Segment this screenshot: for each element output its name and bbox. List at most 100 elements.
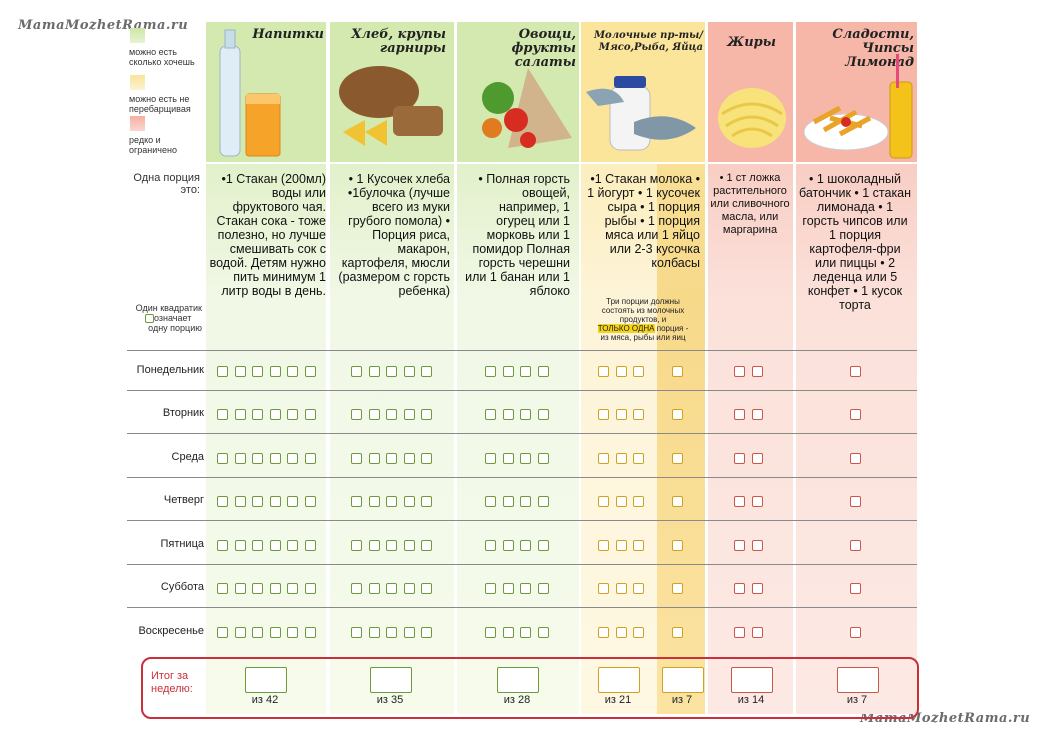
portion-checkbox[interactable] — [751, 453, 763, 464]
portion-checkbox[interactable] — [598, 496, 609, 507]
portion-checkbox[interactable] — [217, 540, 228, 551]
portion-checkbox[interactable] — [304, 627, 316, 638]
portion-checkbox[interactable] — [615, 583, 627, 594]
portion-checkbox[interactable] — [252, 366, 263, 377]
portion-checkbox[interactable] — [351, 366, 362, 377]
portion-checkbox[interactable] — [386, 409, 397, 420]
portion-checkbox[interactable] — [751, 540, 763, 551]
portion-checkbox[interactable] — [537, 496, 549, 507]
portion-checkbox[interactable] — [269, 540, 281, 551]
portion-checkbox[interactable] — [502, 453, 514, 464]
portion-checkbox[interactable] — [217, 583, 228, 594]
portion-checkbox[interactable] — [252, 540, 263, 551]
portion-checkbox[interactable] — [304, 453, 316, 464]
portion-checkbox[interactable] — [217, 409, 228, 420]
portion-checkbox[interactable] — [598, 627, 609, 638]
portion-checkbox[interactable] — [287, 627, 298, 638]
portion-checkbox[interactable] — [598, 540, 609, 551]
portion-checkbox[interactable] — [351, 583, 362, 594]
portion-checkbox[interactable] — [850, 409, 861, 420]
portion-checkbox[interactable] — [633, 366, 644, 377]
portion-checkbox[interactable] — [615, 540, 627, 551]
weekly-total-input[interactable] — [837, 667, 879, 693]
portion-checkbox[interactable] — [386, 540, 397, 551]
portion-checkbox[interactable] — [351, 627, 362, 638]
portion-checkbox[interactable] — [485, 583, 496, 594]
portion-checkbox[interactable] — [403, 627, 415, 638]
portion-checkbox[interactable] — [421, 409, 432, 420]
weekly-total-input[interactable] — [662, 667, 704, 693]
portion-checkbox[interactable] — [850, 540, 861, 551]
portion-checkbox[interactable] — [351, 540, 362, 551]
portion-checkbox[interactable] — [633, 453, 644, 464]
portion-checkbox[interactable] — [751, 409, 763, 420]
portion-checkbox[interactable] — [850, 583, 861, 594]
portion-checkbox[interactable] — [234, 453, 246, 464]
portion-checkbox[interactable] — [520, 453, 531, 464]
portion-checkbox[interactable] — [734, 496, 745, 507]
portion-checkbox[interactable] — [598, 409, 609, 420]
weekly-total-input[interactable] — [245, 667, 287, 693]
portion-checkbox[interactable] — [485, 540, 496, 551]
portion-checkbox[interactable] — [537, 583, 549, 594]
portion-checkbox[interactable] — [734, 409, 745, 420]
meat-portion-checkbox[interactable] — [672, 366, 683, 377]
portion-checkbox[interactable] — [386, 366, 397, 377]
weekly-total-input[interactable] — [731, 667, 773, 693]
portion-checkbox[interactable] — [252, 496, 263, 507]
portion-checkbox[interactable] — [304, 496, 316, 507]
portion-checkbox[interactable] — [615, 409, 627, 420]
portion-checkbox[interactable] — [269, 453, 281, 464]
portion-checkbox[interactable] — [386, 496, 397, 507]
weekly-total-input[interactable] — [598, 667, 640, 693]
portion-checkbox[interactable] — [485, 409, 496, 420]
portion-checkbox[interactable] — [850, 453, 861, 464]
portion-checkbox[interactable] — [368, 409, 380, 420]
portion-checkbox[interactable] — [386, 453, 397, 464]
portion-checkbox[interactable] — [368, 496, 380, 507]
portion-checkbox[interactable] — [502, 627, 514, 638]
portion-checkbox[interactable] — [287, 453, 298, 464]
portion-checkbox[interactable] — [217, 627, 228, 638]
portion-checkbox[interactable] — [269, 583, 281, 594]
portion-checkbox[interactable] — [234, 409, 246, 420]
portion-checkbox[interactable] — [368, 583, 380, 594]
portion-checkbox[interactable] — [520, 496, 531, 507]
portion-checkbox[interactable] — [615, 627, 627, 638]
portion-checkbox[interactable] — [403, 409, 415, 420]
portion-checkbox[interactable] — [287, 496, 298, 507]
portion-checkbox[interactable] — [368, 627, 380, 638]
portion-checkbox[interactable] — [537, 540, 549, 551]
portion-checkbox[interactable] — [734, 540, 745, 551]
weekly-total-input[interactable] — [497, 667, 539, 693]
portion-checkbox[interactable] — [386, 627, 397, 638]
portion-checkbox[interactable] — [287, 540, 298, 551]
meat-portion-checkbox[interactable] — [672, 409, 683, 420]
portion-checkbox[interactable] — [234, 366, 246, 377]
portion-checkbox[interactable] — [751, 583, 763, 594]
portion-checkbox[interactable] — [252, 409, 263, 420]
meat-portion-checkbox[interactable] — [672, 453, 683, 464]
portion-checkbox[interactable] — [734, 627, 745, 638]
portion-checkbox[interactable] — [234, 540, 246, 551]
portion-checkbox[interactable] — [234, 496, 246, 507]
portion-checkbox[interactable] — [485, 496, 496, 507]
portion-checkbox[interactable] — [520, 583, 531, 594]
portion-checkbox[interactable] — [633, 627, 644, 638]
portion-checkbox[interactable] — [615, 496, 627, 507]
portion-checkbox[interactable] — [421, 496, 432, 507]
portion-checkbox[interactable] — [403, 583, 415, 594]
portion-checkbox[interactable] — [502, 496, 514, 507]
portion-checkbox[interactable] — [269, 496, 281, 507]
portion-checkbox[interactable] — [850, 627, 861, 638]
portion-checkbox[interactable] — [502, 409, 514, 420]
portion-checkbox[interactable] — [304, 366, 316, 377]
portion-checkbox[interactable] — [520, 409, 531, 420]
portion-checkbox[interactable] — [421, 453, 432, 464]
portion-checkbox[interactable] — [269, 366, 281, 377]
meat-portion-checkbox[interactable] — [672, 540, 683, 551]
portion-checkbox[interactable] — [287, 583, 298, 594]
portion-checkbox[interactable] — [502, 583, 514, 594]
meat-portion-checkbox[interactable] — [672, 583, 683, 594]
portion-checkbox[interactable] — [734, 583, 745, 594]
